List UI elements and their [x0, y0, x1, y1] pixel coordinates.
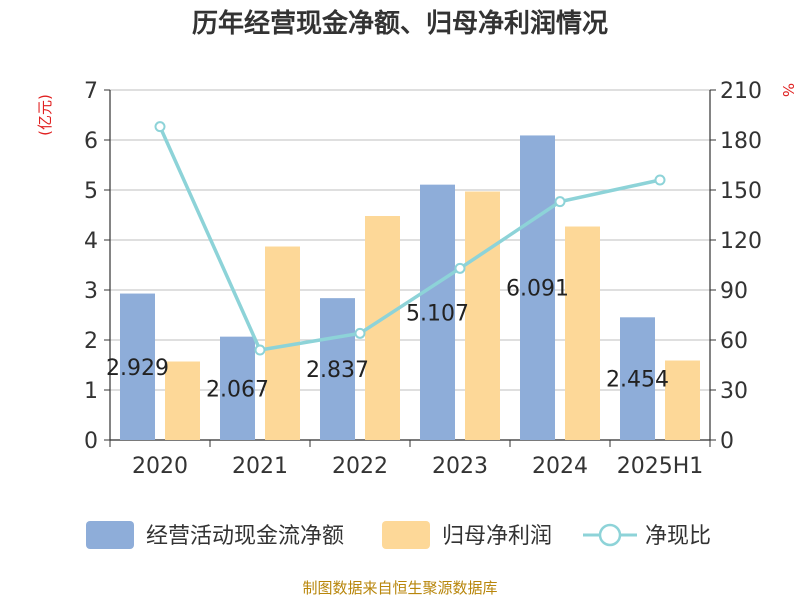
y-right-tick-label: 30	[720, 379, 748, 404]
line-point-cash-ratio	[354, 327, 366, 339]
y-left-tick-label: 6	[84, 129, 98, 154]
bar-operating-cash-flow	[120, 293, 155, 440]
legend-marker-cash-ratio	[598, 523, 622, 547]
bar-net-profit	[665, 360, 700, 440]
y-right-tick-label: 90	[720, 279, 748, 304]
x-tick-label: 2020	[132, 454, 188, 479]
bar-data-label: 2.837	[306, 358, 369, 383]
y-left-tick-label: 4	[84, 229, 98, 254]
bar-operating-cash-flow	[320, 298, 355, 440]
y-right-tick-label: 180	[720, 129, 762, 154]
bar-data-label: 5.107	[406, 301, 469, 326]
y-left-tick-label: 0	[84, 429, 98, 454]
line-point-cash-ratio	[654, 174, 666, 186]
x-tick-label: 2025H1	[617, 454, 704, 479]
bar-data-label: 2.929	[106, 356, 169, 381]
bar-data-label: 6.091	[506, 277, 569, 302]
y-left-unit-label: (亿元)	[36, 94, 54, 136]
legend-label-net-profit: 归母净利润	[442, 524, 552, 549]
y-right-unit-label: %	[779, 83, 797, 97]
y-left-tick-label: 2	[84, 329, 98, 354]
bar-operating-cash-flow	[420, 184, 455, 440]
y-left-tick-label: 7	[84, 79, 98, 104]
line-point-cash-ratio	[454, 262, 466, 274]
source-note: 制图数据来自恒生聚源数据库	[302, 579, 497, 597]
bar-net-profit	[465, 191, 500, 440]
y-right-tick-label: 150	[720, 179, 762, 204]
chart-title: 历年经营现金净额、归母净利润情况	[192, 8, 608, 39]
legend-swatch-operating-cash-flow	[86, 521, 134, 549]
x-tick-label: 2021	[232, 454, 288, 479]
bar-data-label: 2.454	[606, 368, 669, 393]
legend-label-cash-ratio: 净现比	[645, 524, 711, 549]
bar-data-label: 2.067	[206, 377, 269, 402]
y-right-tick-label: 60	[720, 329, 748, 354]
y-left-tick-label: 3	[84, 279, 98, 304]
y-left-tick-label: 1	[84, 379, 98, 404]
line-point-cash-ratio	[554, 196, 566, 208]
x-tick-label: 2024	[532, 454, 588, 479]
bar-operating-cash-flow	[620, 317, 655, 440]
line-cash-ratio	[158, 125, 661, 352]
x-tick-label: 2022	[332, 454, 388, 479]
bar-operating-cash-flow	[520, 135, 555, 440]
line-point-cash-ratio	[154, 121, 166, 133]
bar-net-profit	[165, 361, 200, 440]
y-left-tick-label: 5	[84, 179, 98, 204]
bar-operating-cash-flow	[220, 336, 255, 440]
legend-swatch-net-profit	[382, 521, 430, 549]
x-tick-label: 2023	[432, 454, 488, 479]
legend-label-operating-cash-flow: 经营活动现金流净额	[146, 524, 344, 549]
line-point-cash-ratio	[254, 344, 266, 356]
bar-net-profit	[565, 226, 600, 440]
y-right-tick-label: 120	[720, 229, 762, 254]
y-right-tick-label: 210	[720, 79, 762, 104]
y-right-tick-label: 0	[720, 429, 734, 454]
